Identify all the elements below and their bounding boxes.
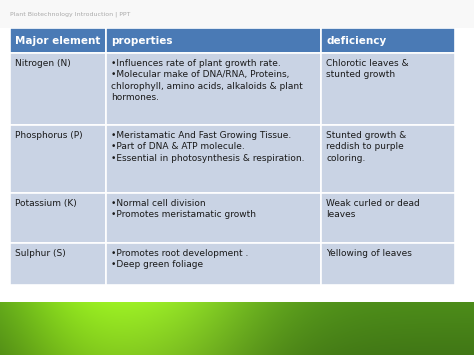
Text: Potassium (K): Potassium (K) <box>15 199 77 208</box>
Bar <box>10 28 106 53</box>
Bar <box>106 193 321 243</box>
Bar <box>10 243 106 285</box>
Bar <box>321 125 455 193</box>
Text: Plant Biotechnology Introduction | PPT: Plant Biotechnology Introduction | PPT <box>10 11 130 17</box>
Bar <box>0 0 474 28</box>
Text: •Promotes root development .
•Deep green foliage: •Promotes root development . •Deep green… <box>110 249 248 269</box>
Bar <box>10 53 106 125</box>
Text: deficiency: deficiency <box>327 36 387 45</box>
Bar <box>10 125 106 193</box>
Bar <box>321 53 455 125</box>
Text: Sulphur (S): Sulphur (S) <box>15 249 66 258</box>
Text: •Influences rate of plant growth rate.
•Molecular make of DNA/RNA, Proteins,
chl: •Influences rate of plant growth rate. •… <box>110 59 302 102</box>
Text: Nitrogen (N): Nitrogen (N) <box>15 59 71 68</box>
Text: •Meristamatic And Fast Growing Tissue.
•Part of DNA & ATP molecule.
•Essential i: •Meristamatic And Fast Growing Tissue. •… <box>110 131 304 163</box>
Bar <box>106 53 321 125</box>
Text: properties: properties <box>110 36 172 45</box>
Text: Yellowing of leaves: Yellowing of leaves <box>327 249 412 258</box>
Bar <box>321 28 455 53</box>
Bar <box>106 28 321 53</box>
Text: Stunted growth &
reddish to purple
coloring.: Stunted growth & reddish to purple color… <box>327 131 407 163</box>
Text: Major element: Major element <box>15 36 100 45</box>
Bar <box>106 125 321 193</box>
Bar <box>0 0 474 28</box>
Text: •Normal cell division
•Promotes meristamatic growth: •Normal cell division •Promotes meristam… <box>110 199 255 219</box>
Text: Weak curled or dead
leaves: Weak curled or dead leaves <box>327 199 420 219</box>
Bar <box>321 243 455 285</box>
Bar <box>10 193 106 243</box>
Bar <box>321 193 455 243</box>
Bar <box>0 28 474 302</box>
Bar <box>106 243 321 285</box>
Text: Chlorotic leaves &
stunted growth: Chlorotic leaves & stunted growth <box>327 59 409 80</box>
Text: Phosphorus (P): Phosphorus (P) <box>15 131 82 140</box>
